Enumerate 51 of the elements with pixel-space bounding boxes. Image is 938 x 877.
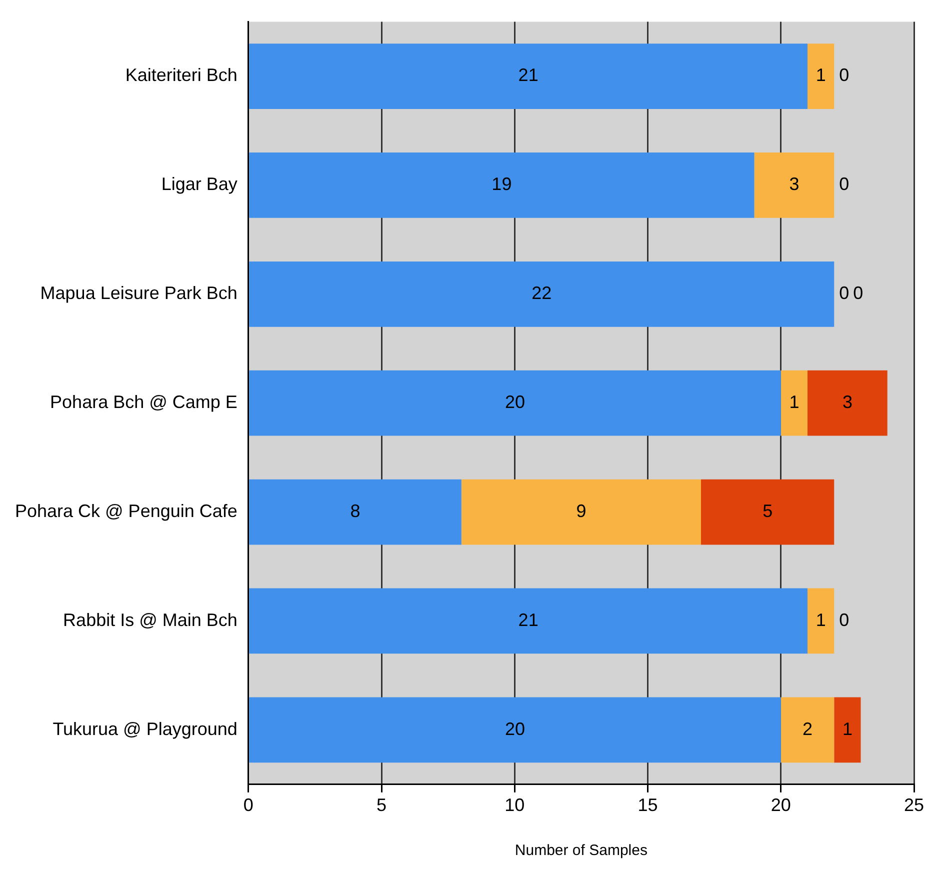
bar xyxy=(808,370,888,436)
y-tick-label: Kaiteriteri Bch xyxy=(125,65,238,86)
data-label: 1 xyxy=(816,610,826,630)
data-label: 9 xyxy=(576,501,586,522)
bar xyxy=(249,479,462,545)
y-tick-label: Pohara Ck @ Penguin Cafe xyxy=(14,501,238,522)
bar xyxy=(780,370,808,436)
data-label: 1 xyxy=(789,392,800,412)
bar xyxy=(249,370,781,436)
x-axis-title: Number of Samples xyxy=(514,842,648,860)
data-label: 3 xyxy=(789,174,800,194)
bar xyxy=(249,152,754,218)
bar xyxy=(808,588,834,654)
data-label: 20 xyxy=(505,392,526,412)
data-label: 0 xyxy=(839,65,850,86)
bar xyxy=(754,152,834,218)
data-label: 20 xyxy=(505,718,526,739)
data-label: 21 xyxy=(518,610,538,630)
y-tick-label: Ligar Bay xyxy=(161,174,238,194)
data-label: 1 xyxy=(816,65,826,86)
data-label: 8 xyxy=(350,501,360,522)
data-label: 0 xyxy=(839,610,850,630)
data-label: 2 xyxy=(802,718,813,739)
y-tick-label: Rabbit Is @ Main Bch xyxy=(63,610,238,630)
bar xyxy=(249,44,808,109)
data-label: 0 xyxy=(839,283,850,304)
bar xyxy=(808,44,834,109)
y-tick-label: Mapua Leisure Park Bch xyxy=(40,283,238,304)
bar xyxy=(701,479,834,545)
data-label: 5 xyxy=(762,501,773,522)
data-label: 21 xyxy=(518,65,538,86)
bar xyxy=(461,479,702,545)
data-label: 19 xyxy=(492,174,512,194)
x-tick-label: 20 xyxy=(770,795,791,816)
x-tick-label: 10 xyxy=(504,795,525,816)
bar xyxy=(249,261,834,327)
bar xyxy=(834,697,861,763)
data-label: 0 xyxy=(839,174,850,194)
x-tick-label: 0 xyxy=(243,795,254,816)
x-tick-label: 25 xyxy=(904,795,924,816)
data-label: 3 xyxy=(842,392,852,412)
bar xyxy=(780,697,834,763)
data-label: 22 xyxy=(532,283,552,304)
bar xyxy=(249,697,781,763)
x-tick-label: 5 xyxy=(376,795,387,816)
bar xyxy=(249,588,808,654)
y-tick-label: Tukurua @ Playground xyxy=(52,718,238,739)
y-tick-label: Pohara Bch @ Camp E xyxy=(50,392,238,412)
data-label: 0 xyxy=(853,283,864,304)
data-label: 1 xyxy=(842,718,852,739)
x-tick-label: 15 xyxy=(638,795,658,816)
